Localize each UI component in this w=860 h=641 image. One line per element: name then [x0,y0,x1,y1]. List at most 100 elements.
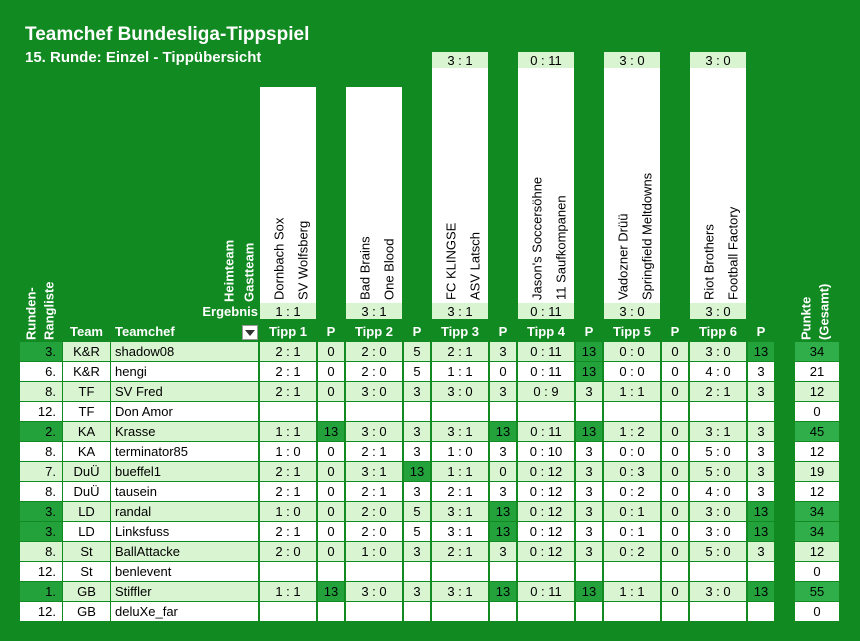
tipp: 0 : 9 [518,382,574,401]
tipp: 2 : 0 [346,522,402,541]
points: 13 [748,502,774,521]
points: 3 [404,542,430,561]
points: 5 [404,502,430,521]
tipp-empty [346,602,402,621]
rank: 1. [20,582,62,601]
points: 0 [662,502,688,521]
team: TF [63,402,110,421]
points: 13 [748,342,774,361]
tipp: 0 : 11 [518,342,574,361]
tipp: 3 : 1 [690,422,746,441]
tipp: 3 : 0 [346,382,402,401]
player-name: hengi [111,362,258,381]
tipp: 1 : 1 [432,462,488,481]
tipp: 0 : 10 [518,442,574,461]
tipp: 3 : 1 [346,462,402,481]
home-team: FC KLINGSE [443,222,459,300]
rank: 3. [20,522,62,541]
filter-arrow [245,329,255,336]
name-header: Teamchef [115,323,175,339]
subtitle: 15. Runde: Einzel - Tippübersicht [25,48,262,66]
tipp-empty [260,602,316,621]
tipp: 1 : 1 [260,422,316,441]
team: St [63,542,110,561]
rank: 6. [20,362,62,381]
points: 3 [748,482,774,501]
tipp: 4 : 0 [690,362,746,381]
match-box [346,87,402,303]
points: 13 [490,522,516,541]
points-header: P [412,323,422,339]
points-empty [318,562,344,581]
tipp: 2 : 0 [346,502,402,521]
tipp: 3 : 0 [346,582,402,601]
tipp: 2 : 1 [346,442,402,461]
tipp: 1 : 2 [604,422,660,441]
tipp: 1 : 1 [260,582,316,601]
points: 0 [662,482,688,501]
points: 13 [576,342,602,361]
tipp: 3 : 1 [432,522,488,541]
points: 3 [404,382,430,401]
result-top: 0 : 11 [518,52,574,68]
points: 0 [318,382,344,401]
points-empty [748,402,774,421]
team: K&R [63,362,110,381]
points-header: P [584,323,594,339]
points: 0 [318,542,344,561]
home-team: Dornbach Sox [271,217,287,300]
points: 3 [404,442,430,461]
points: 0 [662,422,688,441]
rank: 2. [20,422,62,441]
points-empty [318,402,344,421]
points: 0 [662,462,688,481]
points: 3 [576,522,602,541]
rank: 8. [20,382,62,401]
tipp-header: Tipp 2 [354,323,394,339]
team: KA [63,442,110,461]
tipp: 2 : 1 [260,342,316,361]
total: 0 [795,562,839,581]
tipp-empty [604,402,660,421]
tipp: 3 : 0 [690,342,746,361]
points-empty [576,562,602,581]
points: 5 [404,522,430,541]
points: 0 [490,462,516,481]
player-name: terminator85 [111,442,258,461]
tipp: 0 : 12 [518,542,574,561]
result-top: 3 : 1 [432,52,488,68]
points: 13 [748,582,774,601]
team: DuÜ [63,482,110,501]
tipp-empty [604,602,660,621]
points: 13 [490,582,516,601]
points-header: P [670,323,680,339]
tipp: 0 : 12 [518,522,574,541]
tipp-header: Tipp 4 [526,323,566,339]
tipp-empty [432,562,488,581]
points: 3 [748,542,774,561]
points: 3 [576,482,602,501]
points: 3 [404,422,430,441]
points: 3 [576,382,602,401]
player-name: benlevent [111,562,258,581]
tipp: 3 : 1 [432,582,488,601]
tipp: 2 : 1 [346,482,402,501]
total: 12 [795,442,839,461]
points-header: P [756,323,766,339]
rank: 12. [20,602,62,621]
total-header: (Gesamt) [816,283,832,340]
result: 3 : 1 [346,303,402,319]
points: 0 [662,542,688,561]
tipp-empty [518,402,574,421]
points: 0 [318,522,344,541]
match-box [604,68,660,303]
tipp-empty [346,402,402,421]
rank-header: Rangliste [41,281,57,340]
total: 34 [795,502,839,521]
points: 0 [662,382,688,401]
filter-button[interactable] [242,325,258,340]
tipp: 5 : 0 [690,542,746,561]
tipp: 2 : 1 [260,362,316,381]
tipp: 3 : 0 [690,502,746,521]
tipp: 1 : 0 [260,442,316,461]
